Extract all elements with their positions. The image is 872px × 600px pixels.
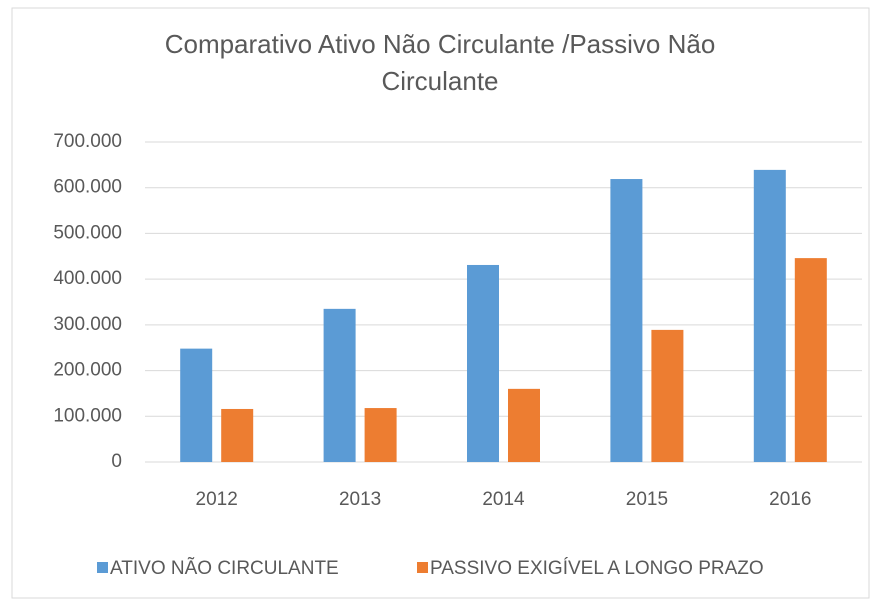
bar <box>651 329 684 462</box>
x-tick-label: 2016 <box>769 489 811 510</box>
y-tick-label: 0 <box>111 451 122 472</box>
legend-swatch <box>97 562 108 573</box>
y-tick-label: 600.000 <box>53 177 122 198</box>
x-tick-label: 2013 <box>339 489 381 510</box>
x-tick-label: 2014 <box>482 489 525 510</box>
x-tick-label: 2012 <box>196 489 238 510</box>
bar <box>467 264 499 462</box>
bar <box>180 348 213 462</box>
bar <box>221 408 254 462</box>
legend-label: PASSIVO EXIGÍVEL A LONGO PRAZO <box>430 558 764 579</box>
bar <box>753 169 786 462</box>
chart-frame <box>11 7 870 599</box>
y-tick-label: 400.000 <box>53 268 122 289</box>
bar <box>794 258 827 462</box>
y-tick-label: 300.000 <box>53 314 122 335</box>
y-tick-label: 100.000 <box>53 405 122 426</box>
y-tick-label: 700.000 <box>53 131 122 152</box>
y-tick-label: 200.000 <box>53 360 122 381</box>
legend-swatch <box>417 562 428 573</box>
bar <box>508 388 540 462</box>
x-tick-label: 2015 <box>626 489 668 510</box>
bar <box>323 308 356 462</box>
y-tick-label: 500.000 <box>53 222 122 243</box>
bar <box>610 179 643 462</box>
chart-title: Comparativo Ativo Não Circulante /Passiv… <box>164 29 716 96</box>
legend-label: ATIVO NÃO CIRCULANTE <box>110 557 339 579</box>
bar <box>364 408 397 462</box>
